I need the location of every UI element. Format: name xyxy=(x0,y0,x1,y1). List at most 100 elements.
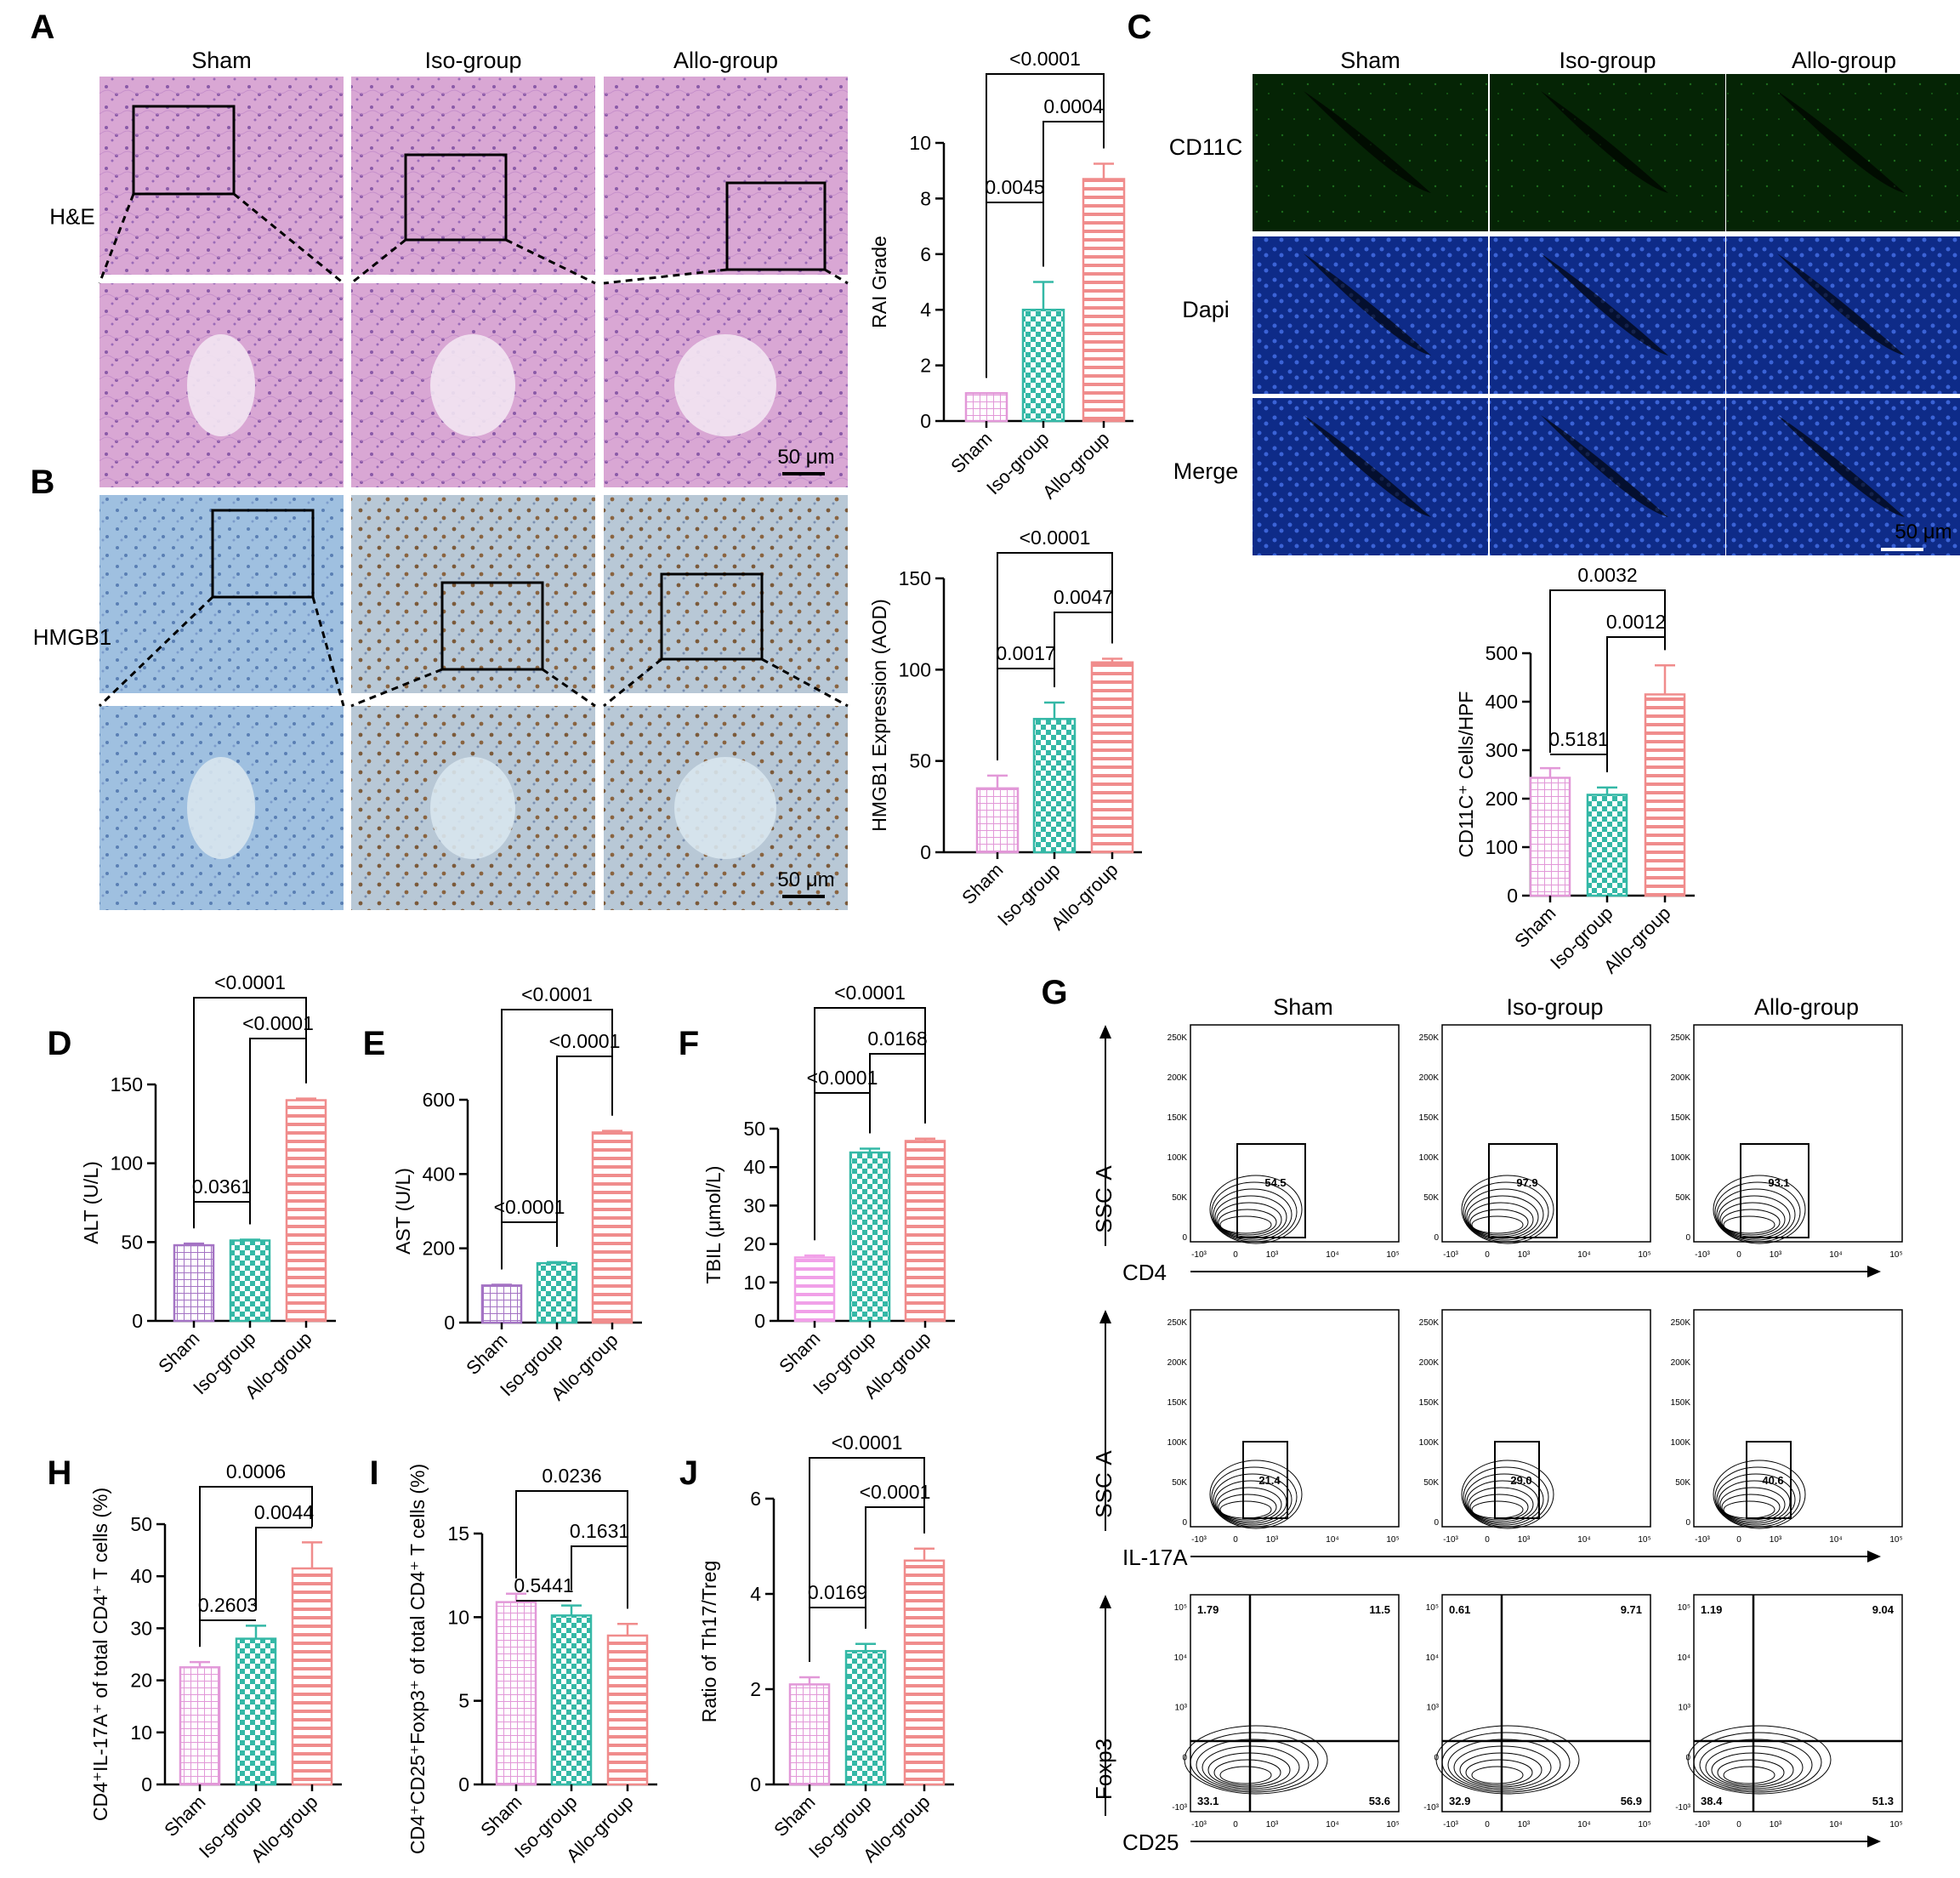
y-tick-label: 0 xyxy=(754,1310,765,1332)
contour-line xyxy=(1213,1473,1292,1526)
y-tick-label: 50 xyxy=(743,1118,765,1140)
zoom-guide-line xyxy=(761,657,849,708)
panel-label-a: A xyxy=(31,9,55,46)
flow-y-tick: 50K xyxy=(1172,1478,1187,1488)
bar-sham xyxy=(480,1284,523,1324)
y-tick-label: 0 xyxy=(920,841,931,863)
p-value-label: 0.0168 xyxy=(867,1027,927,1050)
bar-allo-group xyxy=(291,1567,333,1786)
bar-sham xyxy=(179,1666,221,1786)
bar-sham xyxy=(173,1243,215,1323)
flow-y-tick: 10⁴ xyxy=(1174,1653,1187,1663)
flow-y-tick: 150K xyxy=(1167,1113,1188,1123)
bar-iso-group xyxy=(1021,308,1065,423)
flow-x-axis-label: CD4 xyxy=(1122,1260,1167,1285)
flow-y-tick: 10³ xyxy=(1427,1704,1440,1713)
flow-y-tick: 200K xyxy=(1167,1358,1188,1368)
p-value-label: 0.0006 xyxy=(226,1460,286,1482)
contour-line xyxy=(1213,1759,1281,1786)
y-axis-label: TBIL (μmol/L) xyxy=(702,1166,724,1284)
x-tick-label: Sham xyxy=(957,859,1007,908)
flow-plot-frame xyxy=(1190,1309,1400,1528)
contour-line xyxy=(1687,1725,1832,1795)
flow-plot-frame xyxy=(1441,1024,1651,1243)
flow-x-tick: 10⁵ xyxy=(1386,1820,1399,1830)
roi-box xyxy=(211,509,315,599)
micrograph-overview xyxy=(99,77,344,275)
p-value-label: <0.0001 xyxy=(242,1012,314,1034)
flow-x-tick: 0 xyxy=(1485,1535,1490,1545)
y-tick-label: 100 xyxy=(899,658,931,680)
vessel-dark-region xyxy=(1777,253,1905,356)
y-tick-label: 200 xyxy=(1486,788,1518,810)
gate-percentage: 93.1 xyxy=(1768,1176,1789,1189)
y-tick-label: 500 xyxy=(1486,642,1518,664)
flow-x-tick: -10³ xyxy=(1443,1535,1458,1545)
contour-line xyxy=(1721,1494,1781,1521)
y-tick-label: 20 xyxy=(130,1670,152,1692)
y-tick-label: 20 xyxy=(743,1233,765,1255)
flow-y-tick: 50K xyxy=(1172,1193,1187,1203)
flow-x-tick: 0 xyxy=(1736,1535,1741,1545)
significance-bracket xyxy=(809,1457,925,1662)
panel-label-j: J xyxy=(679,1454,698,1492)
contour-line xyxy=(1468,1487,1534,1522)
gate-percentage: 29.0 xyxy=(1510,1474,1531,1487)
x-arrow-head xyxy=(1867,1266,1881,1278)
flow-y-axis-label: SSC-A xyxy=(1091,1165,1116,1233)
gate-percentage: 54.5 xyxy=(1264,1176,1286,1189)
figure-content: A B C D E F G H I J H&E 50 μm Sham Iso-group Allo-grou… xyxy=(31,9,1960,1866)
panel-label-c: C xyxy=(1128,9,1152,46)
flow-x-tick: 0 xyxy=(1233,1535,1238,1545)
quadrant-ll-value: 38.4 xyxy=(1701,1795,1723,1807)
bar-iso-group xyxy=(235,1637,277,1786)
y-tick-label: 100 xyxy=(111,1152,143,1175)
bar-sham xyxy=(1529,777,1571,897)
roi-box xyxy=(725,181,827,271)
p-value-label: 0.0004 xyxy=(1043,95,1104,117)
p-value-label: <0.0001 xyxy=(834,982,906,1004)
contour-line xyxy=(1184,1725,1328,1795)
flow-x-tick: 10⁴ xyxy=(1326,1820,1338,1830)
contour-line xyxy=(1461,1460,1554,1529)
contour-line xyxy=(1209,1175,1303,1244)
vessel-dark-region xyxy=(1304,91,1431,193)
column-header-c: Sham xyxy=(1340,48,1400,73)
flow-x-tick: 10³ xyxy=(1518,1820,1531,1830)
y-tick-label: 300 xyxy=(1486,739,1518,761)
column-header-c: Allo-group xyxy=(1792,48,1896,73)
roi-box xyxy=(660,572,764,661)
flow-x-tick: 10³ xyxy=(1266,1820,1279,1830)
contour-line xyxy=(1218,1494,1277,1521)
y-tick-label: 10 xyxy=(447,1606,469,1628)
flow-y-tick: 200K xyxy=(1671,1073,1691,1083)
flow-x-tick: 10⁴ xyxy=(1577,1250,1590,1260)
vessel-lumen xyxy=(674,757,776,859)
quadrant-lr-value: 53.6 xyxy=(1369,1795,1390,1807)
flow-y-tick: 250K xyxy=(1167,1033,1188,1043)
flow-y-tick: 150K xyxy=(1671,1113,1691,1123)
y-tick-label: 50 xyxy=(121,1231,143,1253)
p-value-label: 0.0044 xyxy=(254,1501,315,1523)
quadrant-ur-value: 11.5 xyxy=(1369,1603,1390,1616)
flow-x-tick: -10³ xyxy=(1695,1535,1710,1545)
bar-sham xyxy=(788,1683,831,1786)
vessel-dark-region xyxy=(1777,415,1905,517)
flow-x-tick: -10³ xyxy=(1443,1820,1458,1830)
flow-x-tick: 10⁴ xyxy=(1326,1535,1338,1545)
vessel-lumen xyxy=(187,757,255,859)
bar-allo-group xyxy=(1644,693,1686,897)
panel-label-h: H xyxy=(48,1454,72,1492)
x-tick-label: Sham xyxy=(476,1791,526,1841)
flow-x-tick: 10⁴ xyxy=(1829,1820,1842,1830)
y-tick-label: 0 xyxy=(1507,885,1518,907)
y-tick-label: 0 xyxy=(750,1773,761,1795)
y-tick-label: 400 xyxy=(423,1163,455,1185)
contour-line xyxy=(1716,1188,1796,1241)
contour-line xyxy=(1713,1460,1806,1529)
quadrant-ll-value: 33.1 xyxy=(1197,1795,1219,1807)
